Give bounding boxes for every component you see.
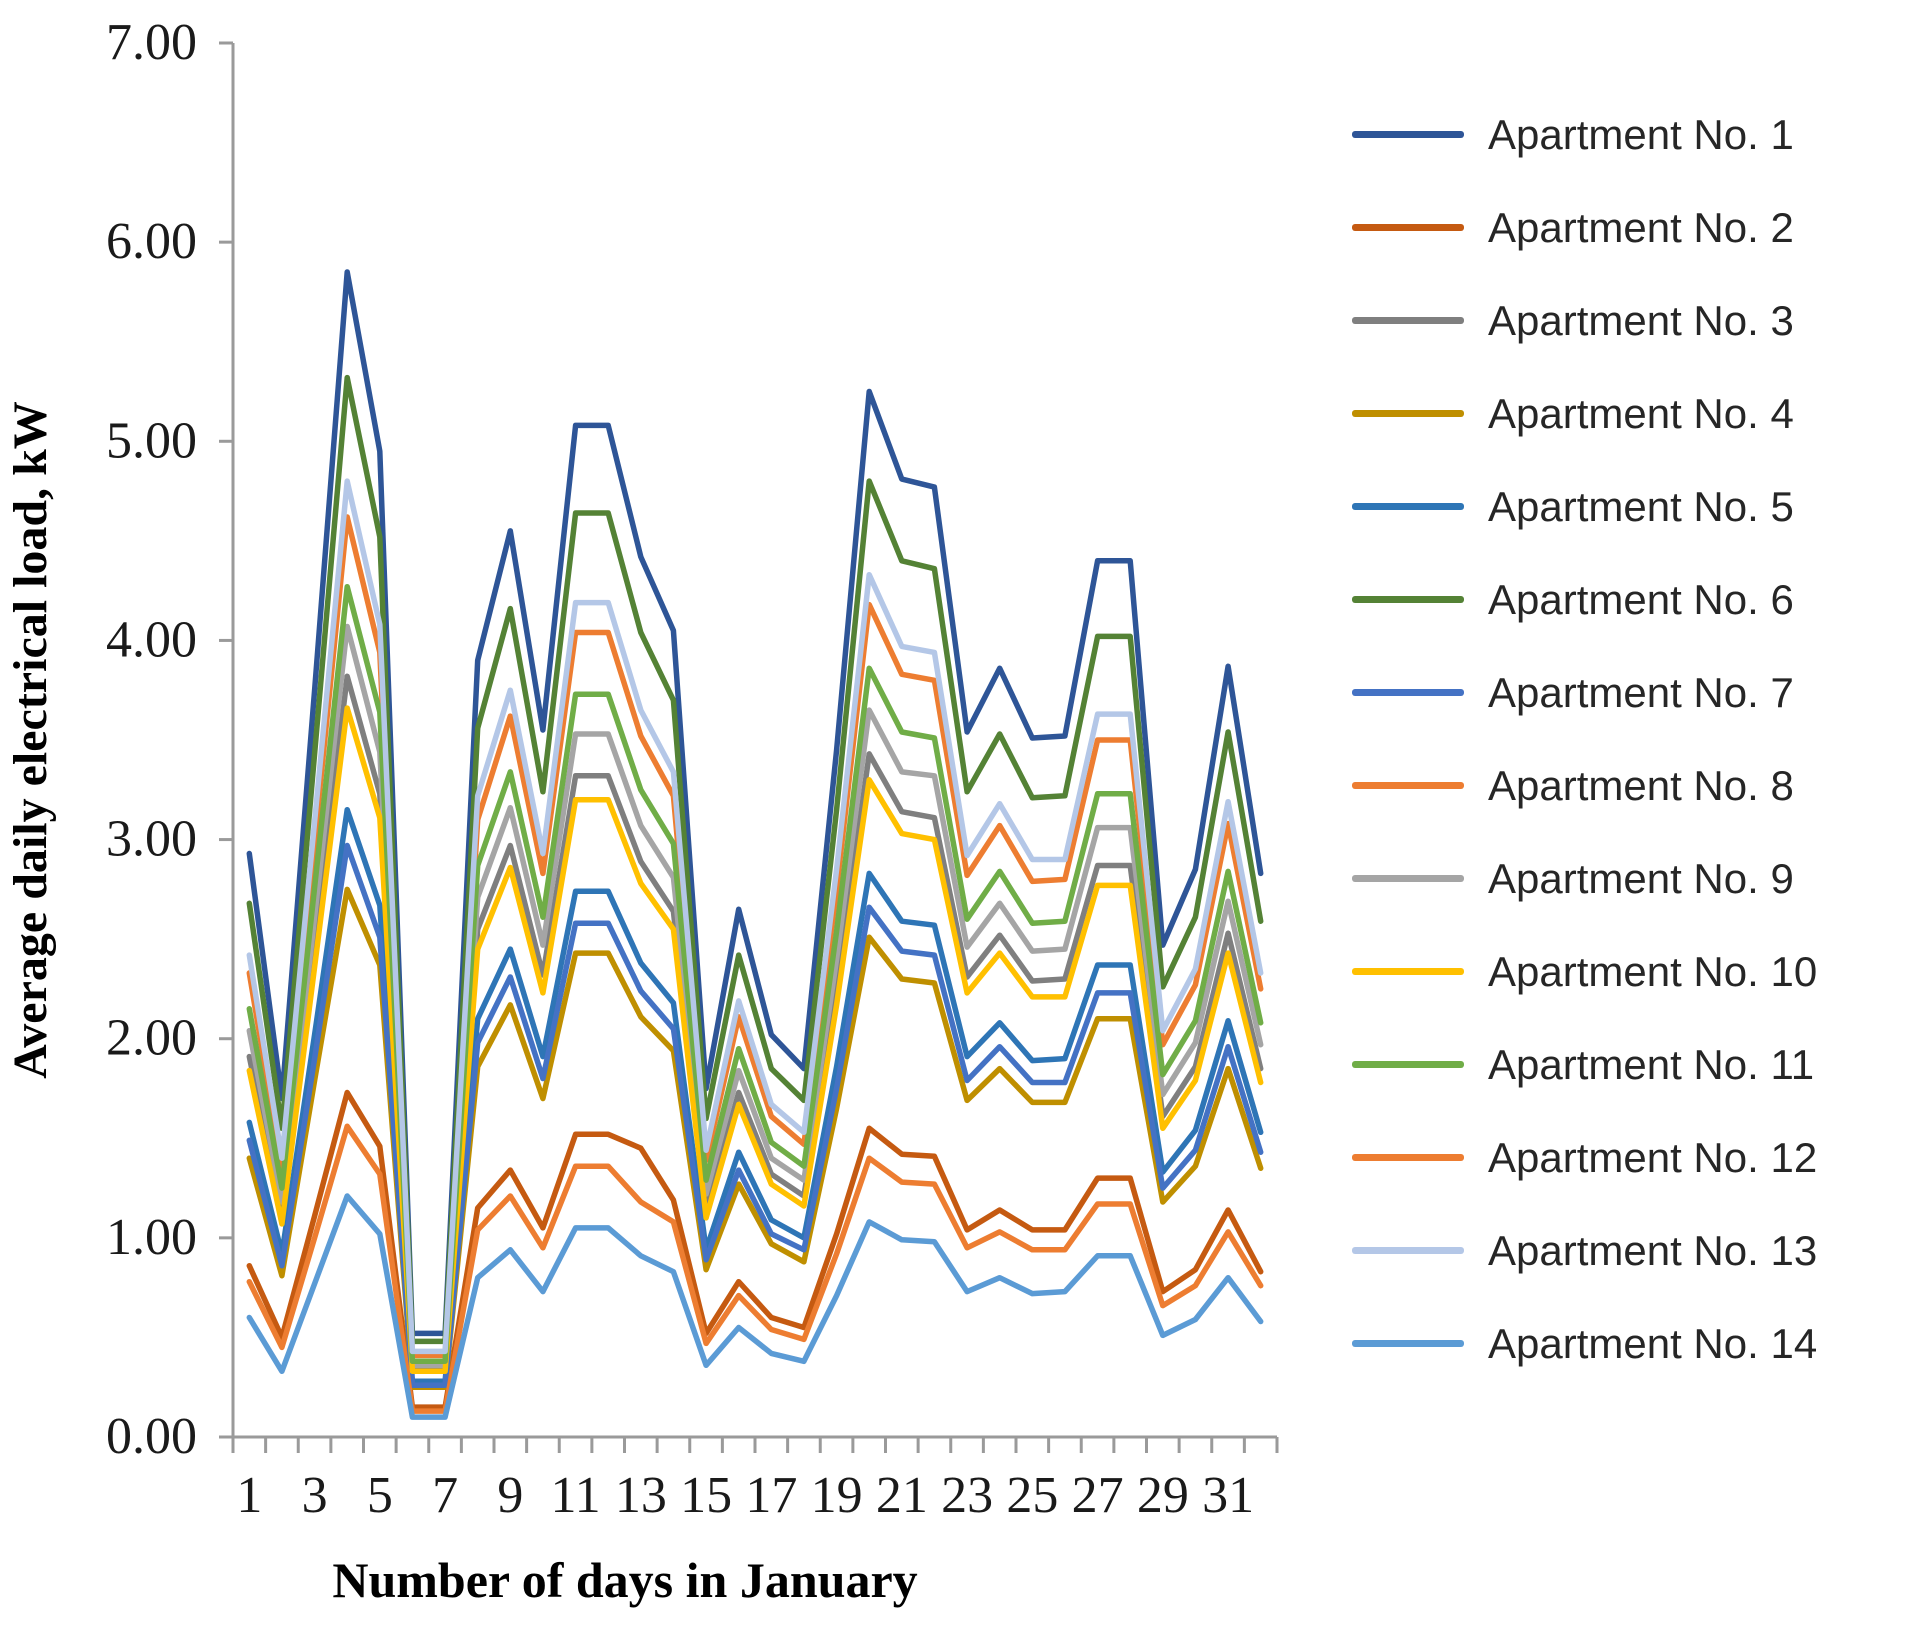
legend-item: Apartment No. 4 <box>1352 367 1817 460</box>
x-tick-label: 1 <box>236 1467 262 1524</box>
series-line <box>246 705 1264 1375</box>
x-tick-label: 19 <box>811 1467 863 1524</box>
series-line <box>246 1193 1264 1420</box>
legend-label: Apartment No. 8 <box>1488 761 1794 809</box>
legend-line-swatch <box>1352 1247 1464 1254</box>
legend-label: Apartment No. 9 <box>1488 854 1794 902</box>
legend-line-swatch <box>1352 317 1464 324</box>
legend-item: Apartment No. 1 <box>1352 88 1817 181</box>
legend-item: Apartment No. 6 <box>1352 553 1817 646</box>
series-line <box>246 842 1264 1388</box>
legend-item: Apartment No. 13 <box>1352 1204 1817 1297</box>
legend-label: Apartment No. 1 <box>1488 110 1794 158</box>
legend-item: Apartment No. 5 <box>1352 460 1817 553</box>
series-line <box>246 478 1264 1355</box>
y-tick-label: 2.00 <box>106 1010 197 1067</box>
y-tick-label: 6.00 <box>106 213 197 270</box>
axes <box>219 41 1279 1453</box>
x-tick-label: 25 <box>1006 1467 1058 1524</box>
legend-item: Apartment No. 14 <box>1352 1297 1817 1390</box>
x-tick-label: 31 <box>1202 1467 1254 1524</box>
legend-line-swatch <box>1352 689 1464 696</box>
x-tick-label: 7 <box>432 1467 458 1524</box>
legend-line-swatch <box>1352 782 1464 789</box>
x-tick-label: 3 <box>302 1467 328 1524</box>
y-tick-label: 3.00 <box>106 811 197 868</box>
legend-label: Apartment No. 12 <box>1488 1133 1818 1181</box>
legend-line-swatch <box>1352 596 1464 603</box>
x-tick-label: 15 <box>680 1467 732 1524</box>
x-tick-label: 23 <box>941 1467 993 1524</box>
x-tick-label: 21 <box>876 1467 928 1524</box>
series-line <box>246 623 1264 1369</box>
legend-label: Apartment No. 11 <box>1488 1040 1815 1088</box>
legend-line-swatch <box>1352 410 1464 417</box>
legend-line-swatch <box>1352 1061 1464 1068</box>
legend-item: Apartment No. 9 <box>1352 832 1817 925</box>
legend-line-swatch <box>1352 968 1464 975</box>
legend-label: Apartment No. 6 <box>1488 575 1794 623</box>
series-line <box>246 514 1264 1359</box>
legend-line-swatch <box>1352 224 1464 231</box>
series-line <box>246 374 1264 1345</box>
legend-item: Apartment No. 12 <box>1352 1111 1817 1204</box>
legend-line-swatch <box>1352 503 1464 510</box>
legend-label: Apartment No. 13 <box>1488 1226 1818 1274</box>
x-axis-title: Number of days in January <box>332 1552 917 1608</box>
legend-label: Apartment No. 2 <box>1488 203 1794 251</box>
legend-label: Apartment No. 3 <box>1488 296 1794 344</box>
y-tick-label: 1.00 <box>106 1209 197 1266</box>
legend-line-swatch <box>1352 131 1464 138</box>
legend-item: Apartment No. 11 <box>1352 1018 1817 1111</box>
legend-item: Apartment No. 10 <box>1352 925 1817 1018</box>
series-line <box>246 806 1264 1384</box>
y-tick-label: 4.00 <box>106 611 197 668</box>
x-tick-label: 11 <box>551 1467 601 1524</box>
x-tick-label: 27 <box>1072 1467 1124 1524</box>
y-tick-label: 7.00 <box>106 14 197 71</box>
x-tick-label: 29 <box>1137 1467 1189 1524</box>
legend-label: Apartment No. 5 <box>1488 482 1794 530</box>
x-tick-label: 9 <box>497 1467 523 1524</box>
series-line <box>246 1123 1264 1414</box>
x-tick-label: 13 <box>615 1467 667 1524</box>
y-tick-label: 5.00 <box>106 412 197 469</box>
legend-item: Apartment No. 3 <box>1352 274 1817 367</box>
legend-label: Apartment No. 14 <box>1488 1319 1818 1367</box>
x-tick-label: 17 <box>745 1467 797 1524</box>
legend-item: Apartment No. 8 <box>1352 739 1817 832</box>
chart-series <box>246 269 1264 1420</box>
series-line <box>246 1089 1264 1410</box>
legend-line-swatch <box>1352 1340 1464 1347</box>
y-axis-title: Average daily electrical load, kW <box>4 401 57 1079</box>
legend-label: Apartment No. 7 <box>1488 668 1794 716</box>
legend-item: Apartment No. 2 <box>1352 181 1817 274</box>
legend-line-swatch <box>1352 1154 1464 1161</box>
axis-labels: 0.001.002.003.004.005.006.007.001 3 5 7 9 11 1… <box>4 14 1254 1608</box>
legend-line-swatch <box>1352 875 1464 882</box>
legend-label: Apartment No. 10 <box>1488 947 1818 995</box>
series-line <box>246 269 1264 1337</box>
chart-legend: Apartment No. 1 Apartment No. 2 Apartment … <box>1352 88 1817 1390</box>
series-line <box>246 583 1264 1365</box>
legend-item: Apartment No. 7 <box>1352 646 1817 739</box>
legend-label: Apartment No. 4 <box>1488 389 1794 437</box>
y-tick-label: 0.00 <box>106 1408 197 1465</box>
x-tick-label: 5 <box>367 1467 393 1524</box>
